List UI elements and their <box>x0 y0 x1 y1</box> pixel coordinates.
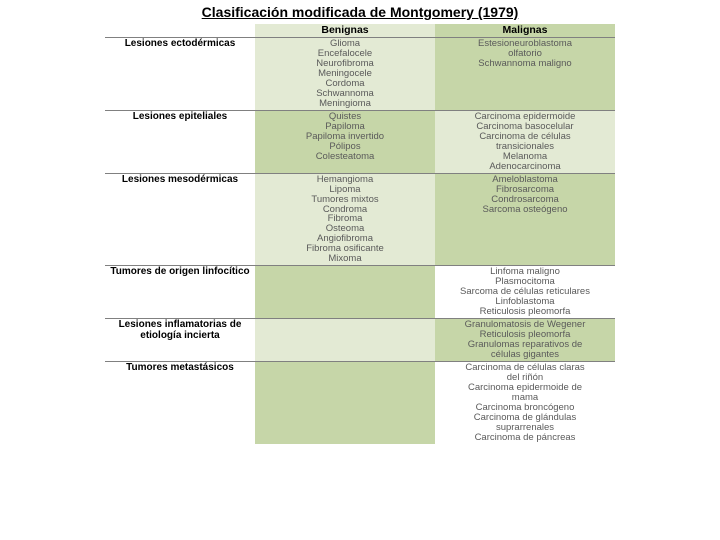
col-blank <box>105 24 255 38</box>
table-row: Lesiones inflamatorias de etiología inci… <box>105 319 615 362</box>
malignas-cell: EstesioneuroblastomaolfatorioSchwannoma … <box>435 38 615 111</box>
table-row: Tumores de origen linfocítico Linfoma mal… <box>105 266 615 319</box>
row-label: Lesiones epiteliales <box>105 110 255 173</box>
malignas-cell: Carcinoma de células clarasdel riñónCarc… <box>435 362 615 444</box>
list-item: Meningioma <box>259 99 431 109</box>
classification-table: Benignas Malignas Lesiones ectodérmicasG… <box>105 24 615 444</box>
list-item: Sarcoma osteógeno <box>439 205 611 215</box>
table-row: Lesiones ectodérmicasGliomaEncefaloceleN… <box>105 38 615 111</box>
malignas-cell: Granulomatosis de WegenerReticulosis ple… <box>435 319 615 362</box>
table-row: Lesiones epitelialesQuistesPapilomaPapil… <box>105 110 615 173</box>
benignas-cell: HemangiomaLipomaTumores mixtosCondromaFi… <box>255 173 435 266</box>
list-item: Carcinoma de páncreas <box>439 433 611 443</box>
list-item: Reticulosis pleomorfa <box>439 307 611 317</box>
malignas-cell: Carcinoma epidermoideCarcinoma basocelul… <box>435 110 615 173</box>
benignas-cell <box>255 362 435 444</box>
row-label: Lesiones inflamatorias de etiología inci… <box>105 319 255 362</box>
row-label: Lesiones mesodérmicas <box>105 173 255 266</box>
list-item: Colesteatoma <box>259 152 431 162</box>
list-item: Mixoma <box>259 254 431 264</box>
table-header-row: Benignas Malignas <box>105 24 615 38</box>
row-label: Tumores de origen linfocítico <box>105 266 255 319</box>
list-item: Adenocarcinoma <box>439 162 611 172</box>
row-label: Lesiones ectodérmicas <box>105 38 255 111</box>
benignas-cell: GliomaEncefaloceleNeurofibromaMeningocel… <box>255 38 435 111</box>
benignas-cell <box>255 266 435 319</box>
benignas-cell <box>255 319 435 362</box>
table-row: Lesiones mesodérmicasHemangiomaLipomaTum… <box>105 173 615 266</box>
col-benignas: Benignas <box>255 24 435 38</box>
list-item: células gigantes <box>439 350 611 360</box>
row-label: Tumores metastásicos <box>105 362 255 444</box>
list-item: Schwannoma maligno <box>439 59 611 69</box>
page-title: Clasificación modificada de Montgomery (… <box>20 4 700 20</box>
malignas-cell: Linfoma malignoPlasmocitomaSarcoma de cé… <box>435 266 615 319</box>
table-row: Tumores metastásicos Carcinoma de células… <box>105 362 615 444</box>
benignas-cell: QuistesPapilomaPapiloma invertidoPólipos… <box>255 110 435 173</box>
malignas-cell: AmeloblastomaFibrosarcomaCondrosarcomaSa… <box>435 173 615 266</box>
col-malignas: Malignas <box>435 24 615 38</box>
